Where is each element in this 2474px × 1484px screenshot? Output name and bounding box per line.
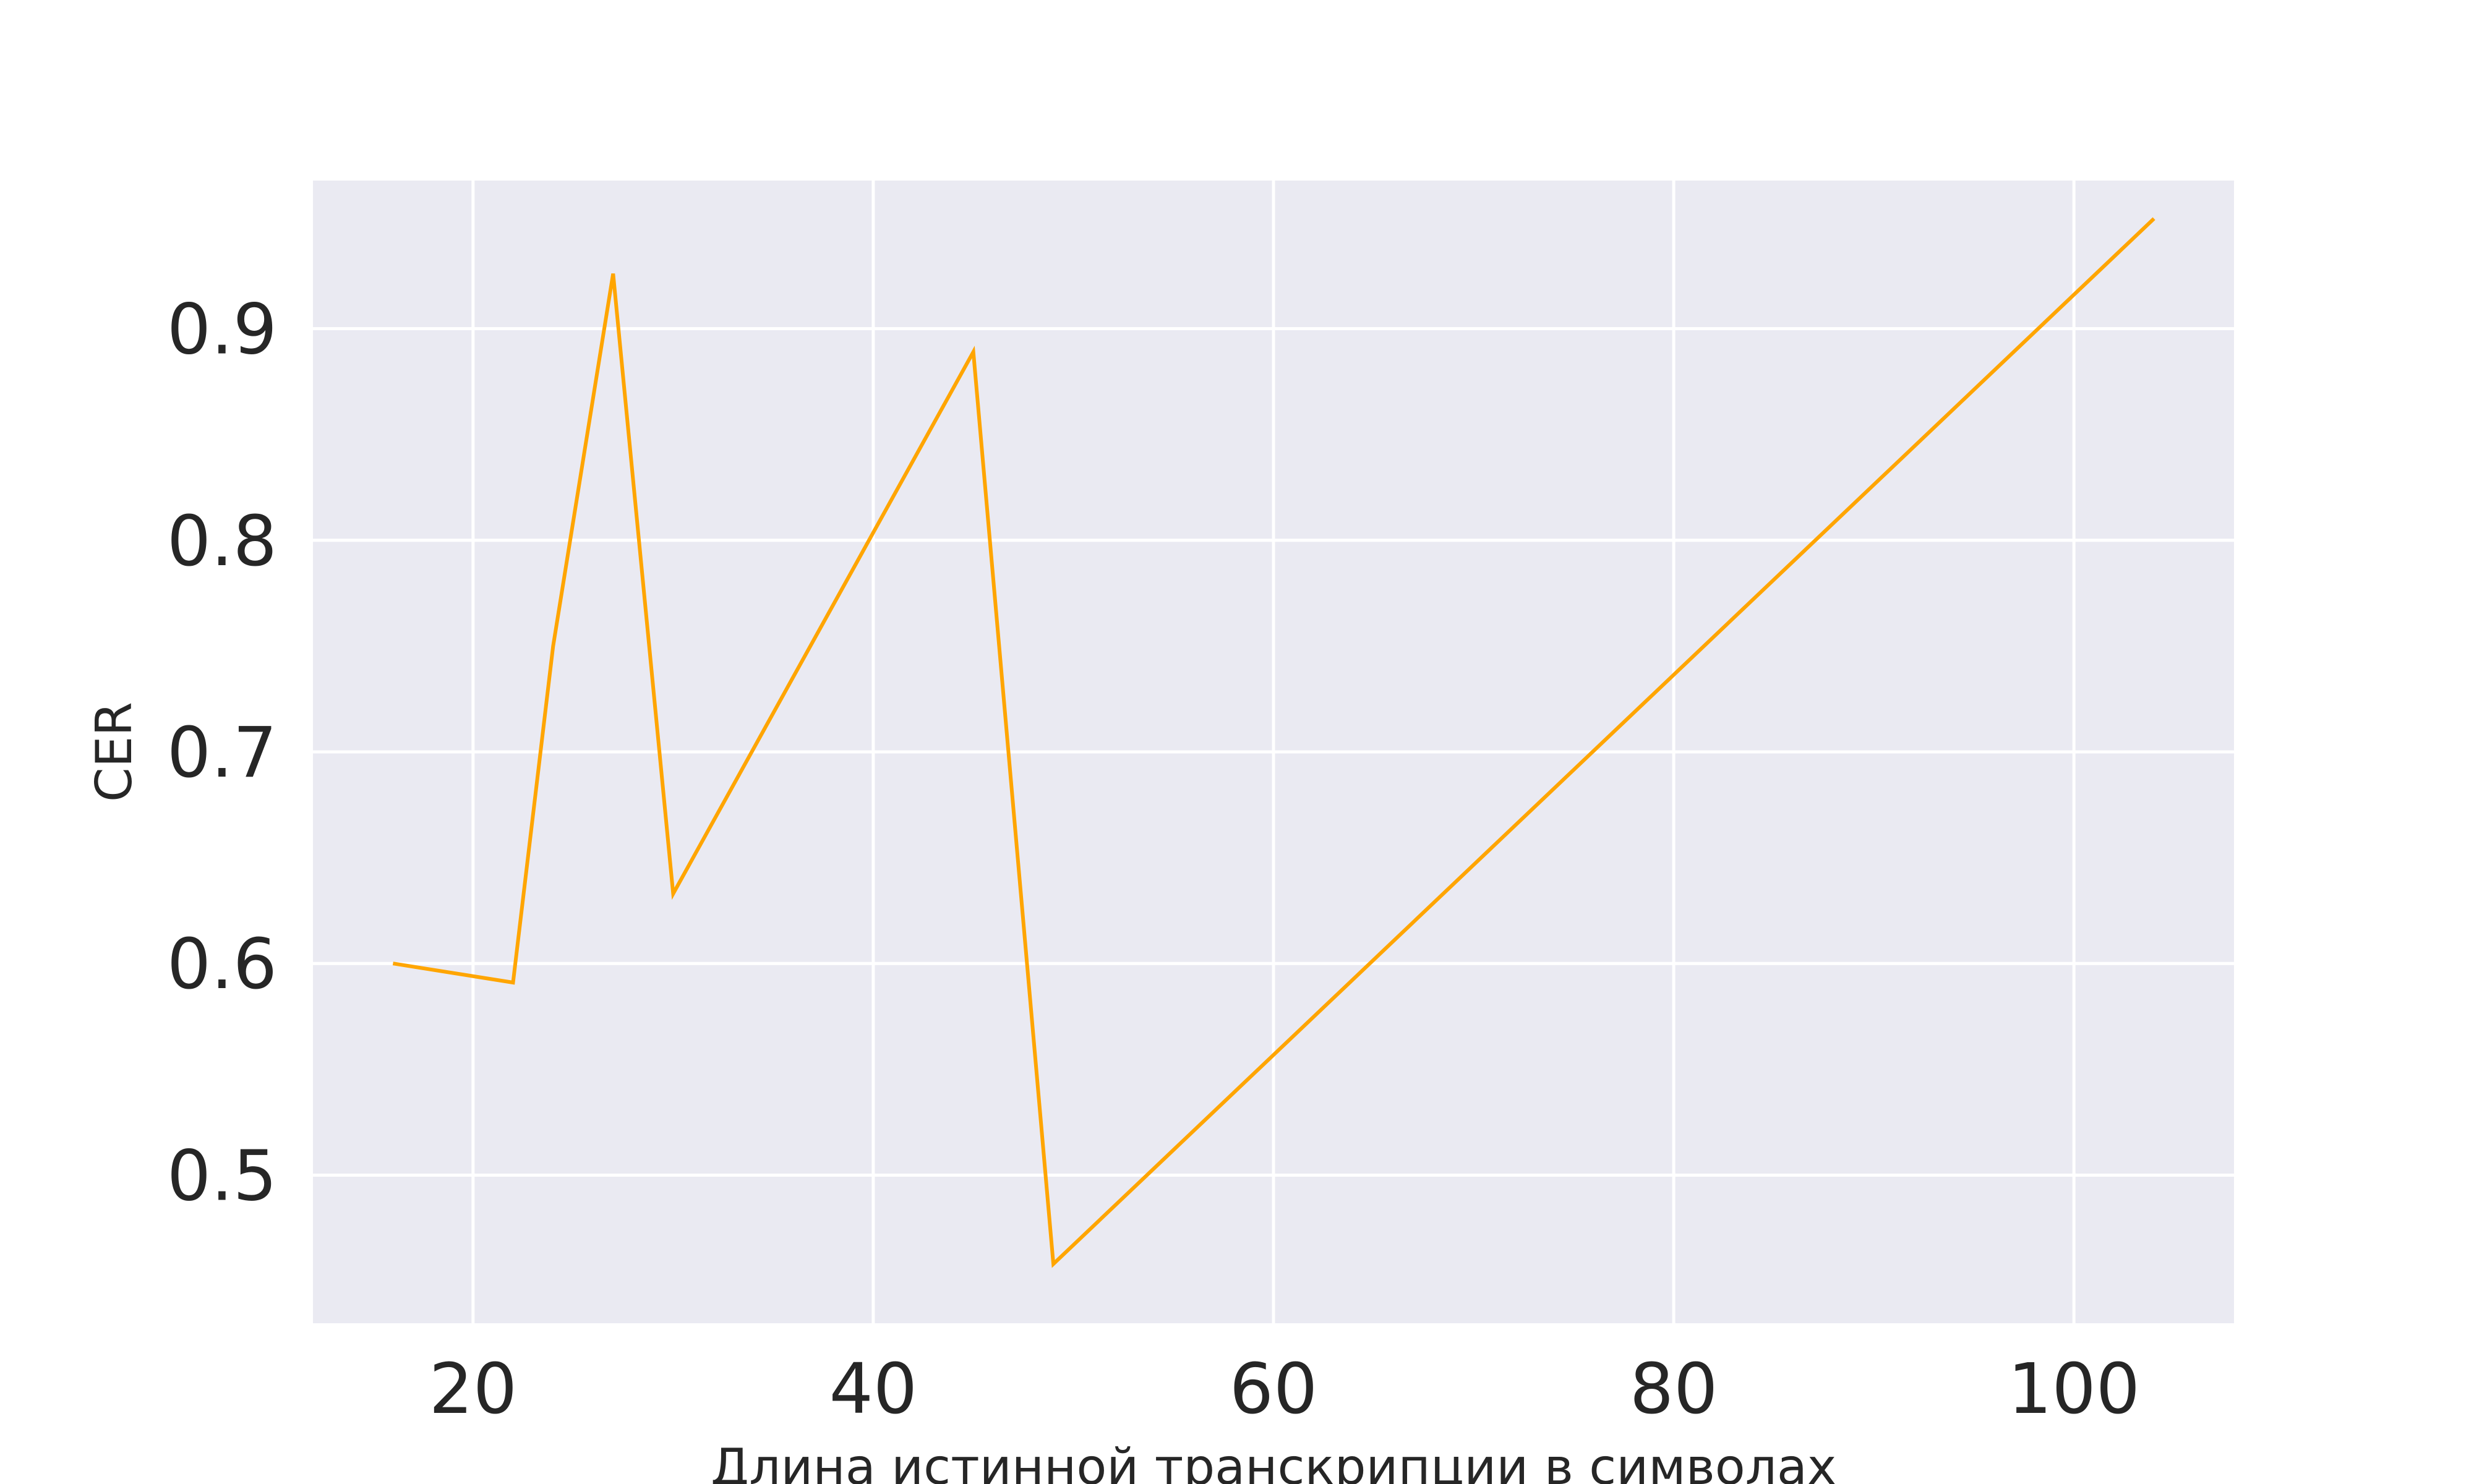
x-tick-labels: 20 40 60 80 100	[429, 1349, 2140, 1430]
y-tick-label: 0.7	[167, 713, 277, 793]
series-line	[392, 217, 2155, 1268]
x-tick-label: 60	[1230, 1349, 1318, 1430]
x-tick-label: 20	[429, 1349, 518, 1430]
series-group	[392, 217, 2155, 1268]
y-tick-label: 0.5	[167, 1136, 277, 1216]
x-tick-label: 80	[1630, 1349, 1718, 1430]
y-tick-label: 0.9	[167, 290, 277, 370]
x-tick-label: 40	[829, 1349, 918, 1430]
x-axis-label: Длина истинной транскрипции в символах	[711, 1438, 1836, 1484]
y-axis-label: CER	[85, 702, 143, 802]
x-tick-label: 100	[2008, 1349, 2140, 1430]
y-tick-labels: 0.5 0.6 0.7 0.8 0.9	[167, 290, 277, 1217]
y-gridlines	[313, 327, 2234, 1177]
y-tick-label: 0.8	[167, 501, 277, 582]
y-tick-label: 0.6	[167, 924, 277, 1005]
